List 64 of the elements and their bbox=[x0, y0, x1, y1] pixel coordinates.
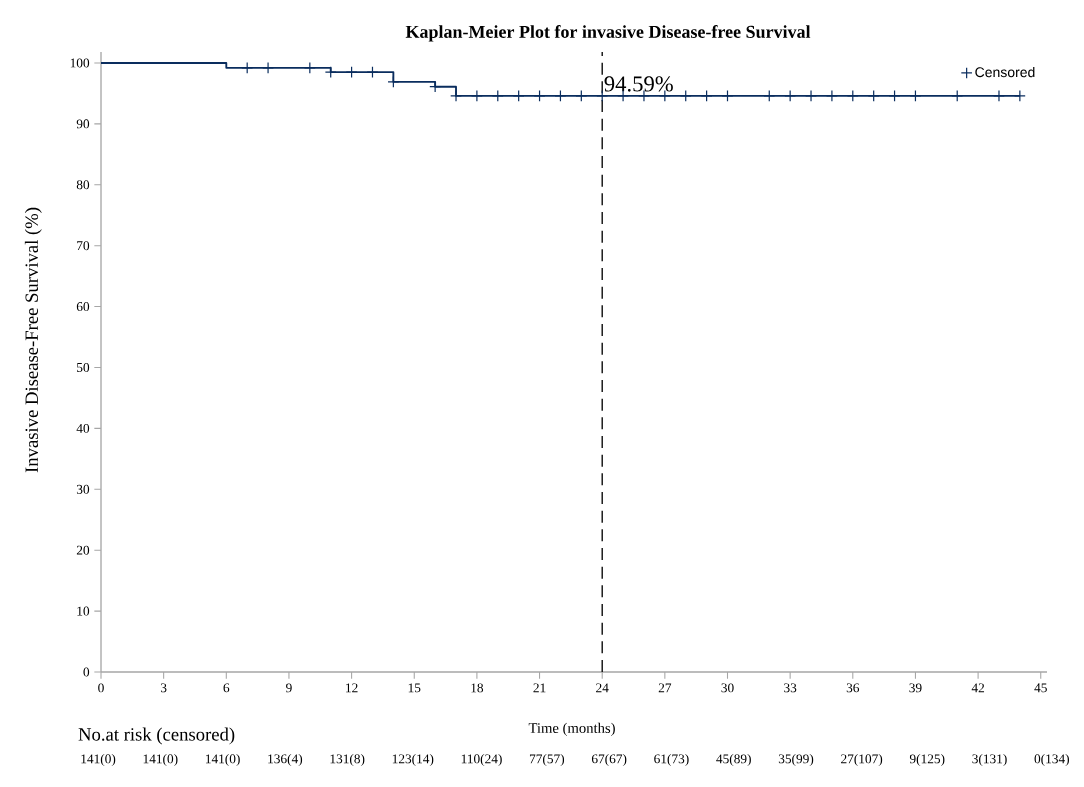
text: 141(0) 141(0) 141(0) 136(4) 131(8) 123(14) 110(24) 77(57) 67(67) 61(73) 45(89) 35(99) 27(107) 9(125) 3(131) 0(134) bbox=[81, 754, 1069, 767]
point bbox=[303, 62, 316, 74]
x-tick-label: 33 bbox=[784, 683, 797, 693]
x-tick-label: 42 bbox=[971, 683, 985, 693]
x-tick-label: 39 bbox=[909, 683, 922, 693]
point bbox=[867, 90, 880, 102]
x-tick-label: 3 bbox=[160, 683, 167, 693]
legend-label: Censored bbox=[975, 67, 1035, 78]
x-tick-label: 36 bbox=[846, 683, 860, 693]
y-tick-label: 10 bbox=[77, 606, 90, 616]
annotation: 94.59% bbox=[604, 76, 673, 92]
point bbox=[533, 90, 546, 102]
point bbox=[575, 90, 588, 102]
x-tick-label: 12 bbox=[346, 683, 358, 693]
y-tick-label: 40 bbox=[76, 424, 90, 434]
point bbox=[993, 90, 1005, 102]
x-axis-title: Time (months) bbox=[528, 722, 615, 737]
x-tick-label: 9 bbox=[286, 683, 292, 693]
point bbox=[805, 90, 817, 102]
point bbox=[324, 66, 337, 79]
point bbox=[470, 90, 483, 102]
point bbox=[700, 90, 713, 102]
x-tick-label: 6 bbox=[223, 683, 230, 693]
point bbox=[846, 90, 859, 102]
point bbox=[1013, 90, 1026, 102]
point bbox=[366, 66, 379, 79]
x-tick-label: 24 bbox=[596, 683, 609, 693]
x-tick-label: 27 bbox=[658, 683, 672, 693]
point bbox=[888, 90, 901, 102]
y-tick-label: 20 bbox=[76, 545, 90, 555]
point bbox=[554, 90, 567, 102]
y-tick-label: 100 bbox=[70, 58, 90, 68]
text: No.at risk (censored) bbox=[78, 727, 235, 745]
x-tick-label: 30 bbox=[721, 683, 734, 693]
point bbox=[909, 90, 922, 102]
point bbox=[387, 76, 400, 88]
y-axis-title: Invasive Disease-Free Survival (%) bbox=[24, 208, 42, 473]
point bbox=[262, 62, 274, 74]
x-tick-label: 21 bbox=[533, 683, 546, 693]
point bbox=[784, 90, 797, 102]
y-tick-label: 0 bbox=[83, 667, 90, 677]
point bbox=[450, 90, 462, 102]
point bbox=[241, 62, 254, 74]
y-tick-label: 90 bbox=[76, 119, 90, 129]
point bbox=[951, 90, 964, 102]
y-tick-label: 60 bbox=[76, 302, 90, 312]
y-tick-label: 50 bbox=[77, 363, 90, 373]
point bbox=[429, 80, 442, 93]
point bbox=[825, 90, 838, 102]
y-tick-label: 80 bbox=[76, 180, 90, 190]
x-tick-label: 15 bbox=[408, 683, 421, 693]
point bbox=[596, 90, 609, 102]
chart-title: Kaplan-Meier Plot for invasive Disease-free Survival bbox=[405, 25, 811, 42]
y-tick-label: 30 bbox=[76, 484, 90, 494]
point bbox=[345, 66, 358, 79]
point bbox=[721, 90, 734, 102]
x-tick-label: 18 bbox=[471, 683, 484, 693]
point bbox=[512, 90, 525, 102]
x-tick-label: 0 bbox=[98, 683, 104, 693]
point bbox=[679, 90, 692, 102]
point bbox=[763, 90, 776, 102]
x-tick-label: 45 bbox=[1034, 683, 1047, 693]
point bbox=[491, 90, 504, 102]
y-tick-label: 70 bbox=[77, 241, 90, 251]
